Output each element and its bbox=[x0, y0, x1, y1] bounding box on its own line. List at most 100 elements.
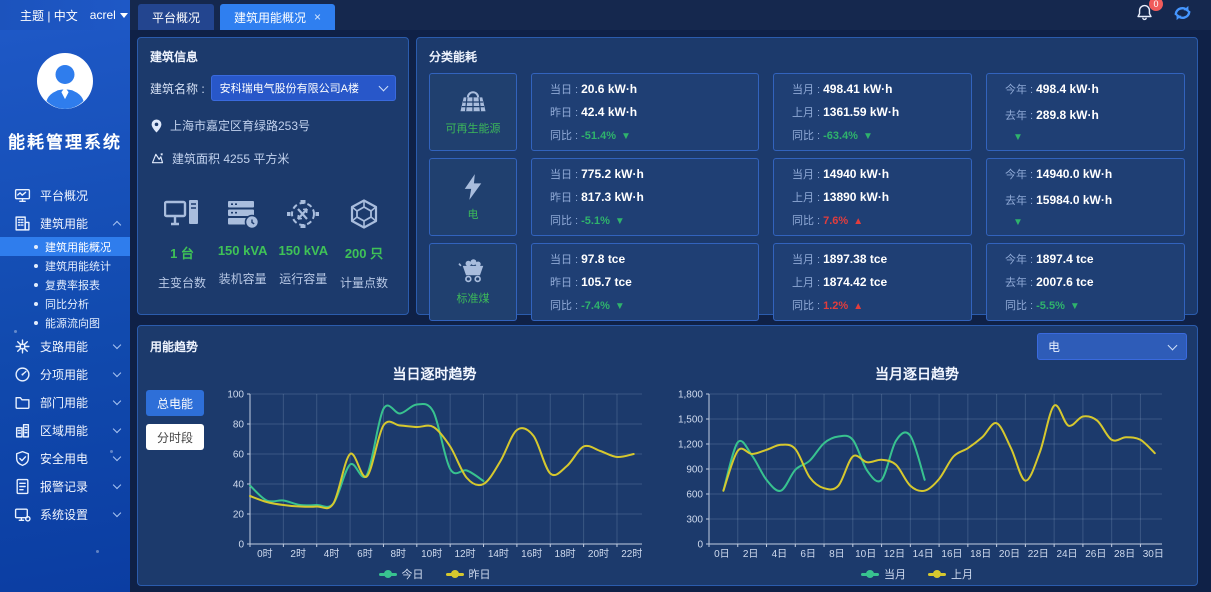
electricity-day-card: 当日 :775.2 kW·h 昨日 :817.3 kW·h 同比 : -5.1% ▼ bbox=[531, 158, 759, 236]
username-label: acrel bbox=[89, 8, 116, 22]
renewable-category-tile: 可再生能源 bbox=[429, 73, 517, 151]
chevron-down-icon bbox=[112, 480, 122, 489]
sidebar-item-electrical-safety[interactable]: 安全用电 bbox=[0, 444, 130, 472]
energy-type-select[interactable]: 电 bbox=[1037, 333, 1187, 360]
monthly-daily-trend-chart: 当月逐日趋势 0 300 600 900 1,200 1,500 1,800 0日 2日 4日 6日… bbox=[657, 362, 1177, 582]
computer-tower-icon bbox=[152, 193, 212, 229]
chevron-down-icon bbox=[112, 340, 122, 349]
sidebar-subitem-tariff-report[interactable]: 复费率报表 bbox=[0, 275, 130, 294]
trend-down-icon: ▼ bbox=[1012, 217, 1023, 228]
coal-month-card: 当月 :1897.38 tce 上月 :1874.42 tce 同比 :1.2%… bbox=[772, 243, 972, 321]
coal-day-card: 当日 :97.8 tce 昨日 :105.7 tce 同比 : -7.4% ▼ bbox=[531, 243, 759, 321]
sidebar-item-platform-overview[interactable]: 平台概况 bbox=[0, 181, 130, 209]
svg-text:10时: 10时 bbox=[421, 548, 442, 560]
sidebar-subitem-energy-flow[interactable]: 能源流向图 bbox=[0, 313, 130, 332]
energy-row-electricity: 电 当日 :775.2 kW·h 昨日 :817.3 kW·h 同比 : -5.1… bbox=[429, 158, 1185, 236]
legend-marker-today bbox=[378, 570, 397, 578]
svg-text:1,200: 1,200 bbox=[677, 440, 702, 451]
svg-text:2日: 2日 bbox=[742, 549, 758, 560]
energy-classification-title: 分类能耗 bbox=[429, 50, 478, 64]
system-settings-icon bbox=[14, 506, 31, 523]
svg-text:20时: 20时 bbox=[587, 548, 608, 560]
svg-text:6时: 6时 bbox=[357, 548, 373, 560]
building-icon bbox=[14, 215, 31, 232]
user-menu[interactable]: acrel bbox=[90, 8, 128, 22]
refresh-icon[interactable] bbox=[1172, 3, 1193, 28]
svg-text:900: 900 bbox=[686, 465, 703, 476]
svg-text:12时: 12时 bbox=[454, 548, 475, 560]
notification-bell-icon[interactable]: 0 bbox=[1135, 0, 1163, 28]
trend-down-icon: ▼ bbox=[614, 301, 625, 312]
tab-platform-overview[interactable]: 平台概况 bbox=[138, 4, 215, 30]
chevron-up-icon bbox=[112, 220, 122, 229]
monitor-icon bbox=[14, 187, 31, 204]
hex-network-icon bbox=[334, 193, 394, 229]
total-energy-button[interactable]: 总电能 bbox=[146, 390, 204, 416]
svg-text:12日: 12日 bbox=[883, 549, 904, 560]
city-buildings-icon bbox=[14, 422, 31, 439]
trend-down-icon: ▼ bbox=[614, 216, 625, 227]
time-period-button[interactable]: 分时段 bbox=[146, 424, 204, 450]
building-energy-submenu: 建筑用能概况 建筑用能统计 复费率报表 同比分析 能源流向图 bbox=[0, 237, 130, 332]
building-info-title: 建筑信息 bbox=[150, 50, 199, 64]
monthly-daily-chart-svg: 0 300 600 900 1,200 1,500 1,800 0日 2日 4日 6日 8日 10日 12… bbox=[677, 390, 1163, 561]
trend-up-icon: ▲ bbox=[853, 301, 864, 312]
stat-installed-capacity: 150 kVA 装机容量 bbox=[213, 193, 273, 291]
svg-text:60: 60 bbox=[232, 450, 244, 461]
sidebar-subitem-yoy-analysis[interactable]: 同比分析 bbox=[0, 294, 130, 313]
building-address-line: 上海市嘉定区育绿路253号 bbox=[138, 117, 408, 134]
legend-marker-last-month bbox=[928, 570, 946, 578]
svg-text:40: 40 bbox=[232, 480, 244, 491]
sidebar-item-department-energy[interactable]: 部门用能 bbox=[0, 388, 130, 416]
svg-text:0日: 0日 bbox=[714, 549, 730, 560]
legend-marker-yesterday bbox=[445, 570, 464, 578]
stat-transformer-count: 1 台 主变台数 bbox=[152, 193, 212, 291]
sidebar-item-subitem-energy[interactable]: 分项用能 bbox=[0, 360, 130, 388]
svg-text:10日: 10日 bbox=[855, 549, 876, 560]
svg-text:8日: 8日 bbox=[829, 549, 845, 560]
building-name-label: 建筑名称 : bbox=[150, 81, 205, 96]
sidebar-subitem-building-energy-overview[interactable]: 建筑用能概况 bbox=[0, 237, 130, 256]
svg-text:1,500: 1,500 bbox=[677, 415, 702, 426]
sidebar-item-system-settings[interactable]: 系统设置 bbox=[0, 500, 130, 528]
electricity-month-card: 当月 :14940 kW·h 上月 :13890 kW·h 同比 :7.6% ▲ bbox=[772, 158, 972, 236]
svg-text:18时: 18时 bbox=[554, 548, 575, 560]
electricity-year-card: 今年 :14940.0 kW·h 去年 :15984.0 kW·h ▼ bbox=[985, 158, 1185, 236]
tab-close-icon[interactable]: × bbox=[314, 10, 322, 24]
energy-classification-panel: 分类能耗 可再生能源 当日 :20.6 kW·h 昨日 :42.4 kW·h 同… bbox=[416, 37, 1198, 321]
chevron-down-icon bbox=[112, 452, 122, 461]
sidebar-item-alarm-records[interactable]: 报警记录 bbox=[0, 472, 130, 500]
monthly-chart-legend: 当月 上月 bbox=[861, 566, 973, 582]
lightning-icon bbox=[464, 173, 482, 200]
area-icon bbox=[151, 153, 164, 164]
chart-title-monthly: 当月逐日趋势 bbox=[875, 366, 959, 382]
coal-cart-icon bbox=[458, 259, 484, 283]
trend-down-icon: ▼ bbox=[862, 131, 873, 142]
renewable-year-card: 今年 :498.4 kW·h 去年 :289.8 kW·h ▼ bbox=[985, 73, 1185, 151]
svg-text:8时: 8时 bbox=[390, 548, 406, 560]
svg-text:1,800: 1,800 bbox=[677, 390, 702, 401]
svg-text:80: 80 bbox=[232, 420, 244, 431]
chevron-down-icon bbox=[119, 12, 128, 18]
building-info-panel: 建筑信息 建筑名称 : 安科瑞电气股份有限公司A楼 上海市嘉定区育绿路253号 … bbox=[137, 37, 409, 315]
building-stats: 1 台 主变台数 150 kVA 装机容量 150 kVA 运行容量 200 只… bbox=[138, 167, 408, 291]
server-clock-icon bbox=[213, 193, 273, 229]
tab-building-energy-overview[interactable]: 建筑用能概况 × bbox=[220, 4, 336, 30]
topbar-actions: 0 bbox=[1135, 0, 1211, 30]
building-name-select[interactable]: 安科瑞电气股份有限公司A楼 bbox=[210, 75, 396, 101]
sidebar-subitem-building-energy-stats[interactable]: 建筑用能统计 bbox=[0, 256, 130, 275]
renewable-day-card: 当日 :20.6 kW·h 昨日 :42.4 kW·h 同比 : -51.4% ▼ bbox=[531, 73, 759, 151]
svg-text:26日: 26日 bbox=[1085, 549, 1106, 560]
sidebar-item-branch-energy[interactable]: 支路用能 bbox=[0, 332, 130, 360]
svg-text:4日: 4日 bbox=[771, 549, 787, 560]
trend-down-icon: ▼ bbox=[620, 131, 631, 142]
shield-check-icon bbox=[14, 450, 31, 467]
svg-text:14时: 14时 bbox=[487, 548, 508, 560]
electricity-category-tile: 电 bbox=[429, 158, 517, 236]
energy-trend-panel: 用能趋势 电 总电能 分时段 当日逐时趋势 0 20 40 60 80 100 0时 2时 4时… bbox=[137, 325, 1198, 586]
sidebar-item-area-energy[interactable]: 区域用能 bbox=[0, 416, 130, 444]
gauge-icon bbox=[14, 366, 31, 383]
sidebar-item-building-energy[interactable]: 建筑用能 bbox=[0, 209, 130, 237]
theme-language-label[interactable]: 主题 | 中文 bbox=[20, 8, 78, 23]
trend-down-icon: ▼ bbox=[1012, 132, 1023, 143]
